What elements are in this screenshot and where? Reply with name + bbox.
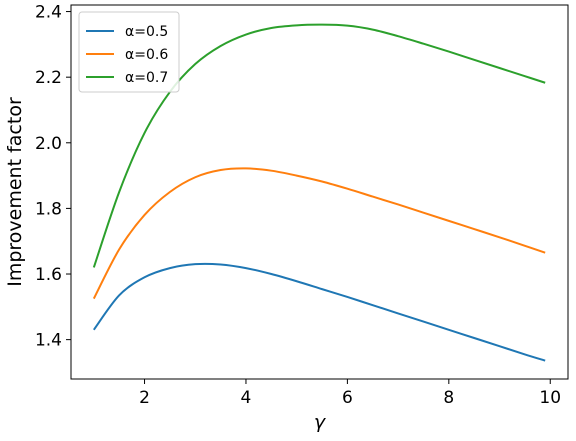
- x-tick-label: 2: [139, 388, 150, 408]
- y-tick-label: 2.2: [35, 68, 62, 88]
- y-tick-label: 2.0: [35, 134, 62, 154]
- legend-label-3: α=0.7: [125, 70, 168, 86]
- x-tick-label: 4: [241, 388, 252, 408]
- y-tick-label: 2.4: [35, 3, 62, 23]
- series-lines: [92, 23, 546, 362]
- y-tick-label: 1.8: [35, 199, 62, 219]
- series-line-3: [92, 23, 546, 268]
- x-tick-label: 6: [342, 388, 353, 408]
- legend-label-2: α=0.6: [125, 47, 168, 63]
- x-axis-label: γ: [314, 411, 327, 433]
- y-axis-label: Improvement factor: [4, 97, 26, 287]
- plot-frame: [70, 4, 569, 380]
- x-tick-label: 10: [539, 388, 561, 408]
- y-axis-ticks: 1.4 1.6 1.8 2.0 2.2 2.4: [35, 3, 71, 351]
- x-axis-ticks: 2 4 6 8 10: [139, 379, 561, 408]
- series-line-2: [92, 167, 546, 300]
- legend: α=0.5 α=0.6 α=0.7: [78, 11, 180, 93]
- x-tick-label: 8: [443, 388, 454, 408]
- y-tick-label: 1.6: [35, 265, 62, 285]
- series-line-1: [93, 262, 546, 362]
- y-tick-label: 1.4: [35, 331, 62, 351]
- legend-label-1: α=0.5: [125, 24, 168, 40]
